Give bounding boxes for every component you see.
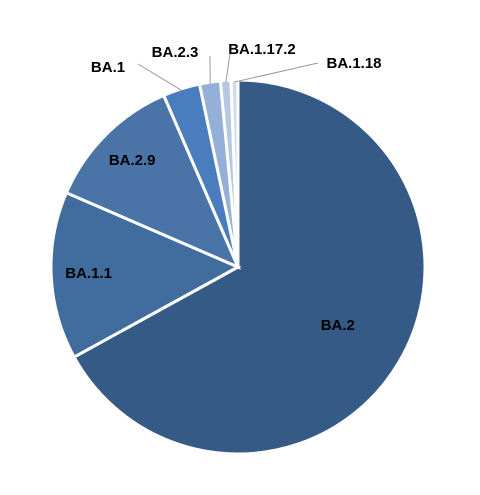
slice-label-ba-2: BA.2 <box>321 317 355 334</box>
slice-label-ba-2-9: BA.2.9 <box>109 152 156 169</box>
leader-line-ba-1-17-2 <box>225 53 231 83</box>
slice-label-ba-1-1: BA.1.1 <box>65 265 112 282</box>
slice-label-ba-2-3: BA.2.3 <box>152 44 199 61</box>
pie-slice-ba-2 <box>72 78 427 456</box>
leader-lines-group <box>137 53 319 92</box>
slice-label-ba-1-17-2: BA.1.17.2 <box>228 41 296 58</box>
labels-group: BA.2 BA.1.1 BA.2.9 BA.1 BA.2.3 BA.1.17.2 BA.1.… <box>65 41 381 334</box>
leader-line-ba-1-18 <box>234 62 319 83</box>
pie-slice-ba-2-9 <box>64 93 241 270</box>
leader-line-ba-1 <box>137 63 183 92</box>
pie-slice-ba-1-1 <box>49 190 242 360</box>
slice-label-ba-1-18: BA.1.18 <box>326 55 381 72</box>
pie-slice-ba-1-18 <box>229 78 240 268</box>
slice-label-ba-1: BA.1 <box>91 59 125 76</box>
slices-group <box>49 78 427 456</box>
